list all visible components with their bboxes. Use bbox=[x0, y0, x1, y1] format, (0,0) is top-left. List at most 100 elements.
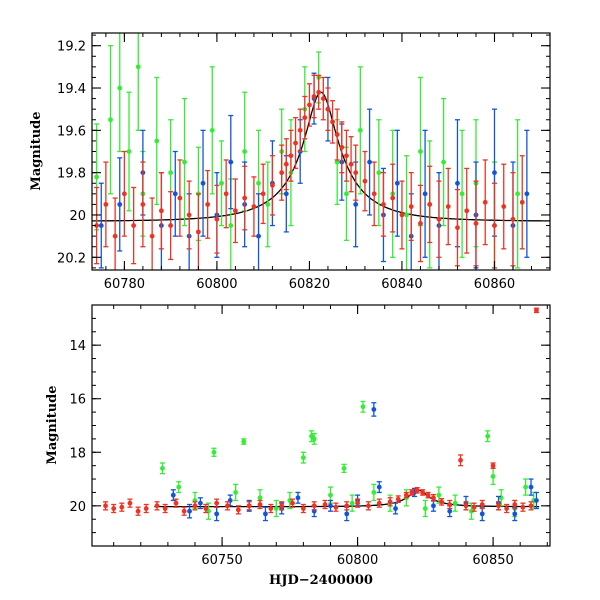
top-green-point bbox=[126, 91, 132, 212]
bottom-red-point bbox=[355, 498, 361, 508]
bottom-green-point bbox=[211, 447, 217, 457]
bottom-blue-point bbox=[479, 506, 485, 522]
bottom-plot-area bbox=[103, 307, 540, 522]
top-x-tick-label: 60800 bbox=[196, 277, 237, 292]
bottom-red-point bbox=[192, 501, 198, 511]
bottom-red-point bbox=[162, 503, 168, 514]
top-red-point bbox=[390, 163, 396, 233]
top-red-point bbox=[427, 165, 433, 244]
top-blue-point bbox=[422, 129, 428, 258]
bottom-green-point bbox=[311, 432, 317, 445]
top-blue-point bbox=[283, 155, 289, 233]
bottom-y-tick-label: 16 bbox=[69, 393, 86, 408]
top-series-red bbox=[94, 74, 525, 270]
bottom-red-point bbox=[268, 503, 274, 514]
top-red-point bbox=[362, 150, 368, 212]
bottom-red-point bbox=[479, 499, 485, 510]
bottom-blue-point bbox=[376, 481, 382, 494]
top-y-tick-label: 20.2 bbox=[57, 251, 86, 266]
top-blue-point bbox=[117, 157, 123, 252]
bottom-panel: 60750 60800 60850 14 16 18 20 Magnitude HJD−24… bbox=[45, 304, 551, 588]
top-blue-point bbox=[524, 129, 530, 258]
bottom-red-point bbox=[387, 497, 393, 507]
top-y-tick-label: 19.4 bbox=[57, 82, 86, 97]
bottom-blue-point bbox=[528, 478, 534, 496]
bottom-red-point bbox=[439, 497, 445, 506]
top-red-point bbox=[149, 197, 155, 270]
bottom-y-tick-label: 20 bbox=[69, 500, 86, 515]
bottom-green-point bbox=[341, 463, 347, 474]
top-red-point bbox=[279, 144, 285, 201]
bottom-blue-point bbox=[533, 491, 539, 510]
top-x-tick-label: 60840 bbox=[381, 277, 422, 292]
top-red-point bbox=[353, 144, 359, 201]
top-blue-point bbox=[256, 193, 262, 270]
top-red-point bbox=[408, 172, 414, 242]
bottom-red-point bbox=[181, 506, 187, 516]
bottom-red-point bbox=[471, 502, 477, 512]
top-green-point bbox=[459, 129, 465, 258]
bottom-green-point bbox=[422, 499, 428, 518]
top-red-point bbox=[242, 165, 248, 231]
top-red-point bbox=[121, 150, 127, 237]
bottom-x-tick-label: 60750 bbox=[201, 553, 242, 568]
bottom-red-point bbox=[322, 499, 328, 510]
bottom-red-point bbox=[409, 489, 415, 496]
top-y-tick-label: 20 bbox=[69, 209, 86, 224]
top-red-point bbox=[436, 180, 442, 258]
bottom-x-tick-label: 60800 bbox=[337, 553, 378, 568]
bottom-green-point bbox=[452, 494, 458, 512]
top-y-tick-label: 19.8 bbox=[57, 167, 86, 182]
top-y-tick-label: 19.6 bbox=[57, 124, 86, 139]
bottom-red-point bbox=[403, 491, 409, 499]
bottom-red-point bbox=[490, 462, 496, 469]
bottom-blue-point bbox=[327, 499, 333, 512]
bottom-red-point bbox=[463, 501, 469, 511]
top-green-point bbox=[441, 97, 447, 227]
top-blue-point bbox=[367, 108, 373, 216]
bottom-x-tick-label: 60850 bbox=[472, 553, 513, 568]
top-red-point bbox=[140, 161, 146, 248]
top-red-point bbox=[417, 184, 423, 263]
bottom-blue-point bbox=[170, 489, 176, 502]
bottom-x-axis-label: HJD−2400000 bbox=[269, 573, 373, 588]
top-red-point bbox=[501, 163, 507, 250]
bottom-blue-point bbox=[197, 497, 203, 510]
top-red-point bbox=[223, 159, 229, 229]
top-red-point bbox=[473, 180, 479, 267]
bottom-red-point bbox=[143, 503, 149, 514]
bottom-red-point bbox=[111, 503, 117, 514]
bottom-red-point bbox=[430, 493, 436, 502]
top-green-point bbox=[357, 66, 363, 195]
bottom-red-point bbox=[496, 501, 502, 511]
top-red-point bbox=[214, 184, 220, 254]
top-panel: 60780 60800 60820 60840 60860 19.2 19.4 19.6 19.… bbox=[29, 32, 551, 292]
bottom-red-point bbox=[420, 489, 426, 496]
bottom-blue-point bbox=[187, 503, 193, 519]
top-red-point bbox=[112, 197, 118, 270]
top-green-point bbox=[265, 161, 271, 248]
bottom-y-axis-label: Magnitude bbox=[45, 385, 60, 464]
bottom-red-point bbox=[512, 499, 518, 510]
bottom-green-point bbox=[523, 478, 529, 496]
top-y-tick-label: 19.2 bbox=[57, 40, 86, 55]
bottom-red-point bbox=[425, 491, 431, 499]
bottom-red-point bbox=[235, 505, 241, 515]
bottom-red-point bbox=[279, 501, 285, 511]
bottom-series-red bbox=[103, 307, 539, 516]
bottom-red-point bbox=[458, 454, 464, 467]
bottom-axis-ticks: 60750 60800 60850 14 16 18 20 bbox=[69, 304, 550, 568]
top-green-point bbox=[376, 119, 382, 227]
bottom-red-point bbox=[528, 501, 534, 511]
bottom-red-point bbox=[257, 499, 263, 510]
bottom-green-point bbox=[300, 451, 306, 464]
bottom-red-point bbox=[246, 501, 252, 511]
top-x-tick-label: 60780 bbox=[104, 277, 145, 292]
top-red-point bbox=[320, 76, 326, 121]
top-red-point bbox=[380, 172, 386, 237]
bottom-red-point bbox=[300, 503, 306, 514]
top-red-point bbox=[251, 176, 257, 237]
top-red-point bbox=[177, 159, 183, 237]
top-red-point bbox=[519, 155, 525, 250]
top-green-point bbox=[154, 76, 160, 206]
